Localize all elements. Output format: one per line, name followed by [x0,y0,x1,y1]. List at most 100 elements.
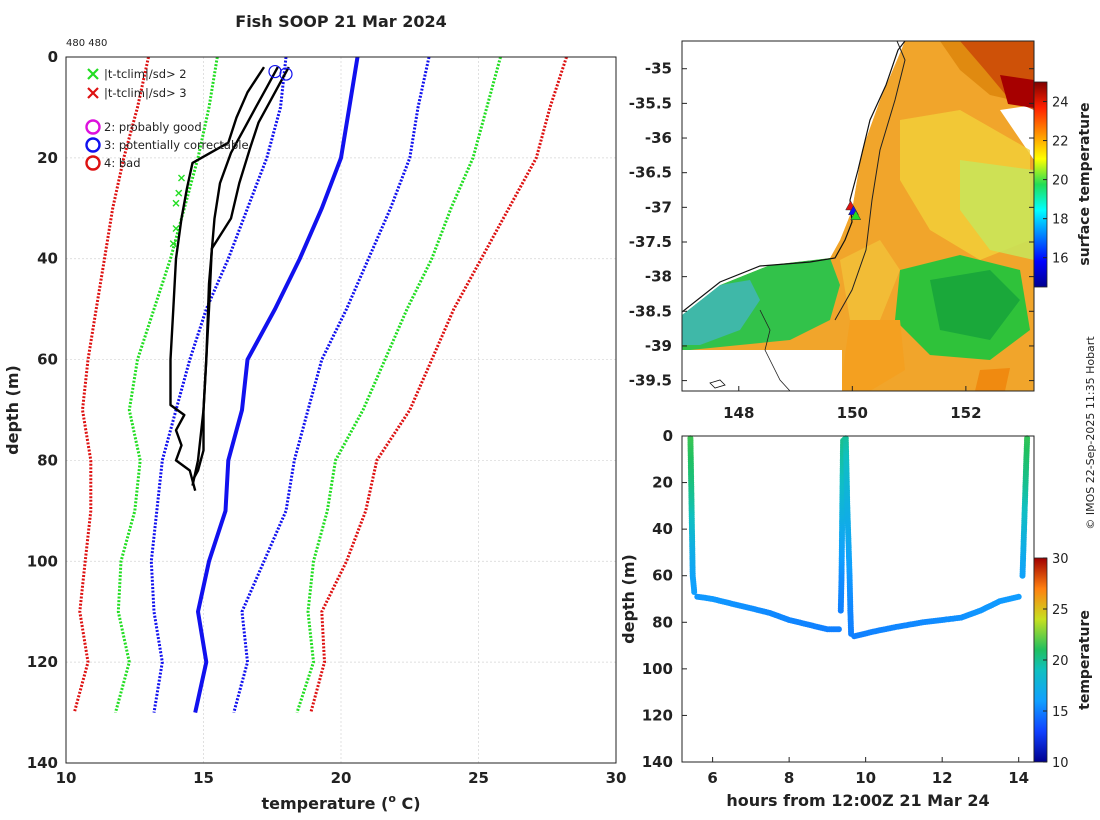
map-tick-labels: 148 150 152 -35 -35.5 -36 -36.5 -37 -37.5 -38 -38.… [629,60,1034,422]
map-colorbar-tick-label: 20 [1052,174,1069,189]
profile-xtick-label: 15 [193,769,214,787]
profile-id-label: 480 480 [66,38,107,49]
timedepth-ytick-label: 40 [652,520,673,538]
profile-xtick-label: 10 [56,769,77,787]
map-ytick-label: -36.5 [629,164,672,182]
map-colorbar-tick-label: 18 [1052,213,1069,228]
legend-circle-red-icon [85,155,101,171]
profile-ytick-label: 0 [48,48,58,66]
profile-outlier-cross [178,174,185,182]
timedepth-ytick-label: 20 [652,474,673,492]
profile-line-drop-3 [191,66,290,486]
climatology-mean+3sd-line [309,57,568,713]
legend-circle-label: 2: probably good [104,120,202,134]
profile-flag-circle [279,67,293,81]
profile-ytick-label: 100 [27,552,58,570]
legend-cross-green-icon [87,68,99,80]
map-ytick-label: -37.5 [629,233,672,251]
map-colorbar-tick-label: 16 [1052,252,1069,267]
map-profile-markers [845,200,862,220]
legend-cross-label: |t-tclim|/sd> 2 [104,67,187,81]
profile-xtick-label: 30 [606,769,627,787]
profile-legend: |t-tclim|/sd> 2 |t-tclim|/sd> 3 2: probabl… [85,67,249,171]
credit-text: © IMOS 22-Sep-2025 11:35 Hobart [1084,336,1097,530]
timedepth-xlabel: hours from 12:00Z 21 Mar 24 [726,791,989,810]
timedepth-point [835,626,842,633]
timedepth-colorbar-ticks: 10 15 20 25 30 [1043,552,1069,771]
timedepth-colorbar-tick-label: 15 [1052,705,1069,720]
legend-circle-label: 3: potentially correctable [104,138,249,152]
timedepth-xtick-label: 14 [1008,769,1029,787]
profile-outlier-cross [169,240,177,248]
legend-circle-label: 4: bad [104,156,141,170]
timedepth-ytick-label: 120 [642,706,673,724]
climatology-mean+1sd-line [232,57,431,713]
timedepth-colorbar-tick-label: 30 [1052,552,1069,567]
profile-line-drop-2 [191,66,279,482]
profile-flag-markers [169,64,293,248]
map-ytick-label: -39 [645,337,672,355]
timedepth-xtick-label: 8 [784,769,794,787]
profile-xtick-label: 25 [468,769,489,787]
profile-ytick-label: 20 [37,149,58,167]
timedepth-points [687,435,1031,640]
map-marker-green [850,210,862,220]
map-colorbar-tick-label: 24 [1052,96,1069,111]
map-ytick-label: -38.5 [629,302,672,320]
profile-ytick-label: 140 [27,754,58,772]
map-colorbar [1033,81,1048,288]
profile-outlier-cross [175,189,183,197]
map-ytick-label: -35.5 [629,94,672,112]
map-xtick-label: 152 [950,404,981,422]
map-ytick-label: -36 [645,129,672,147]
profile-outlier-cross [172,199,180,207]
temperature-profiles [169,66,290,492]
profile-ytick-label: 60 [37,351,58,369]
profile-ytick-label: 120 [27,653,58,671]
timedepth-xtick-label: 6 [707,769,717,787]
chart-title: Fish SOOP 21 Mar 2024 [235,12,446,31]
timedepth-ytick-label: 60 [652,567,673,585]
timedepth-ytick-label: 140 [642,753,673,771]
climatology-mean-3sd-line [72,57,150,713]
climatology-mean-line [193,57,360,714]
legend-cross-red-icon [87,87,99,99]
map-ytick-label: -37 [645,198,672,216]
map-ytick-label: -38 [645,268,672,286]
map-colorbar-tick-label: 22 [1052,135,1069,150]
timedepth-xtick-label: 10 [855,769,876,787]
profile-tick-labels: 10 15 20 25 30 0 20 40 60 80 100 120 140 [27,48,627,787]
profile-outlier-cross [172,224,180,232]
profile-ytick-label: 80 [37,451,58,469]
profile-line-drop-1 [169,66,266,492]
profile-ylabel: depth (m) [3,365,22,455]
map-colorbar-label: surface temperature [1077,102,1093,265]
timedepth-ytick-label: 80 [652,613,673,631]
map-ytick-label: -35 [645,60,672,78]
timedepth-colorbar-tick-label: 25 [1052,603,1069,618]
map-xtick-label: 150 [837,404,868,422]
profile-ytick-label: 40 [37,250,58,268]
timedepth-ytick-label: 0 [663,427,673,445]
profile-axes-box [65,56,617,764]
legend-cross-label: |t-tclim|/sd> 3 [104,86,187,100]
climatology-lines [72,57,568,714]
timedepth-point [1015,593,1022,600]
legend-circle-magenta-icon [85,119,101,135]
timedepth-colorbar-tick-label: 10 [1052,756,1069,771]
timedepth-axes-box [681,435,1035,763]
timedepth-xtick-label: 12 [932,769,953,787]
timedepth-point [1024,435,1031,442]
climatology-mean+2sd-line [295,57,502,714]
legend-circle-blue-icon [85,137,101,153]
climatology-mean-2sd-line [114,57,219,713]
timedepth-ylabel: depth (m) [619,554,638,644]
climatology-mean-1sd-line [149,57,288,713]
map-xtick-label: 148 [723,404,754,422]
profile-xtick-label: 20 [331,769,352,787]
timedepth-colorbar-label: temperature [1077,610,1093,710]
map-colorbar-ticks: 16 18 20 22 24 [1043,96,1069,267]
timedepth-ytick-label: 100 [642,660,673,678]
